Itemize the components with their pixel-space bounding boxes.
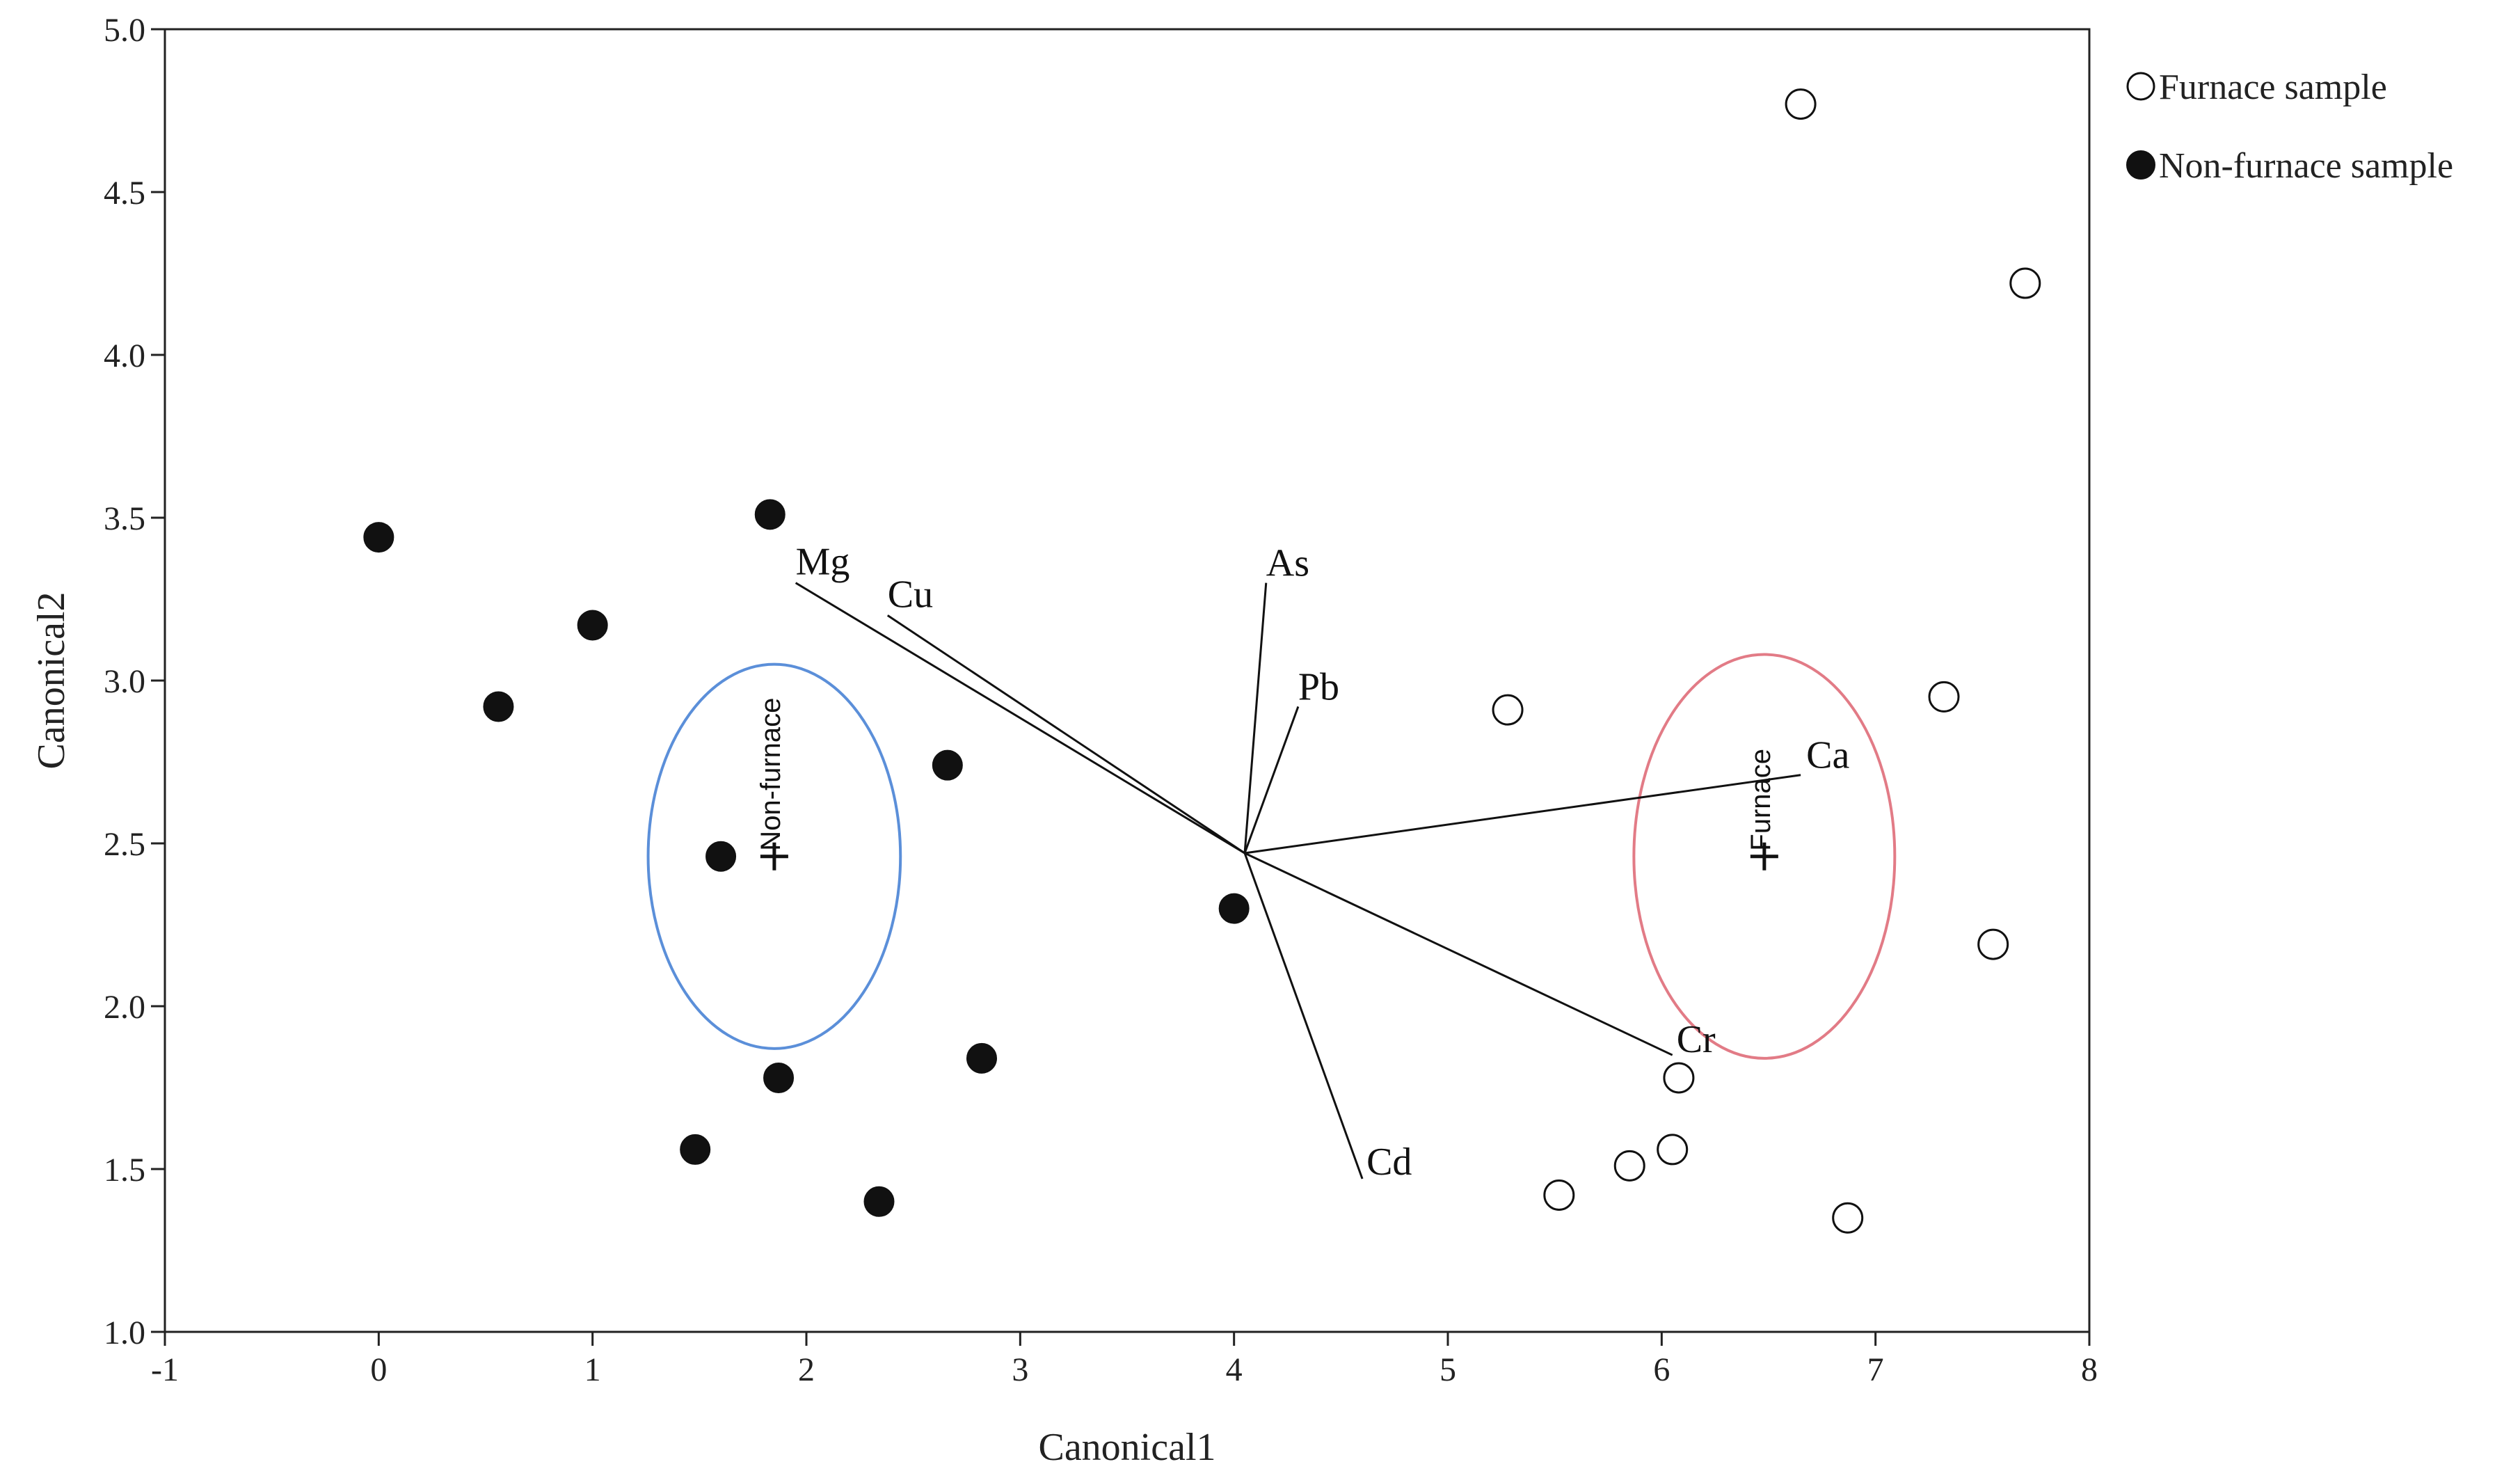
legend-label-non-furnace: Non-furnace sample [2159, 146, 2453, 186]
x-tick-label: 0 [370, 1351, 387, 1388]
y-tick-label: 1.0 [104, 1314, 145, 1351]
point-non-furnace [363, 522, 394, 553]
x-tick-label: -1 [151, 1351, 179, 1388]
point-furnace [1663, 1062, 1695, 1094]
vector-line [1244, 852, 1673, 1056]
point-furnace [1785, 88, 1817, 120]
point-non-furnace [863, 1186, 895, 1217]
y-tick-label: 4.5 [104, 175, 145, 212]
legend: Furnace sample Non-furnace sample [2126, 67, 2453, 186]
vector-label: As [1266, 542, 1309, 585]
y-axis: 1.0 1.5 2.0 2.5 3.0 3.5 4.0 4.5 5.0 [104, 12, 165, 1351]
plot-area [164, 28, 2091, 1333]
vector-label: Cd [1366, 1141, 1412, 1184]
vector-label: Ca [1806, 734, 1849, 777]
biplot-vectors: Mg Cu As Pb Ca Cr Cd [795, 541, 1849, 1184]
group-ellipse [646, 662, 902, 1050]
point-non-furnace [966, 1042, 998, 1074]
point-furnace [1657, 1134, 1689, 1166]
group-ellipses [646, 653, 1897, 1060]
x-tick-label: 5 [1440, 1351, 1456, 1388]
point-furnace [1492, 694, 1524, 726]
point-non-furnace [577, 610, 608, 641]
point-non-furnace [754, 499, 785, 530]
y-axis-title: Canonical2 [30, 591, 73, 769]
group-label: Furnace [1746, 749, 1776, 851]
point-non-furnace [763, 1062, 795, 1093]
x-axis-title: Canonical1 [1038, 1426, 1215, 1469]
legend-label-furnace: Furnace sample [2159, 67, 2387, 107]
group-label: Non-furnace [756, 698, 786, 851]
x-axis: -1 0 1 2 3 4 5 6 7 8 [151, 1332, 2098, 1388]
x-tick-label: 6 [1653, 1351, 1670, 1388]
point-non-furnace [705, 841, 737, 872]
y-tick-label: 2.5 [104, 826, 145, 863]
y-tick-label: 5.0 [104, 12, 145, 49]
point-non-furnace [932, 749, 963, 781]
point-furnace [1977, 928, 2009, 960]
x-tick-label: 3 [1012, 1351, 1028, 1388]
point-furnace [1543, 1179, 1575, 1211]
point-furnace [1613, 1150, 1645, 1182]
x-tick-label: 8 [2081, 1351, 2098, 1388]
plot-frame [164, 28, 2091, 1333]
y-tick-label: 3.5 [104, 500, 145, 537]
point-non-furnace [1218, 893, 1250, 924]
vector-line [1243, 706, 1300, 854]
vector-label: Pb [1298, 665, 1339, 708]
legend-item-non-furnace: Non-furnace sample [2126, 146, 2453, 186]
group-ellipse [1632, 653, 1897, 1060]
legend-item-furnace: Furnace sample [2126, 67, 2387, 107]
point-furnace [2009, 267, 2041, 299]
group-centroids: Non-furnace Furnace [756, 698, 1778, 871]
vector-line [1243, 852, 1364, 1179]
vector-line [1243, 582, 1268, 854]
vector-line [1244, 774, 1801, 855]
point-furnace [1928, 681, 1960, 713]
x-tick-label: 1 [584, 1351, 601, 1388]
vector-label: Mg [796, 541, 850, 584]
vector-line [795, 582, 1245, 855]
point-furnace [1832, 1202, 1864, 1234]
filled-circle-icon [2126, 150, 2155, 180]
vector-line [886, 614, 1245, 855]
open-circle-icon [2126, 72, 2155, 101]
y-tick-label: 4.0 [104, 337, 145, 374]
point-non-furnace [483, 691, 514, 722]
x-tick-label: 2 [798, 1351, 815, 1388]
x-tick-label: 4 [1226, 1351, 1243, 1388]
y-tick-label: 2.0 [104, 989, 145, 1026]
vector-label: Cu [888, 573, 933, 616]
x-tick-label: 7 [1867, 1351, 1884, 1388]
y-tick-label: 3.0 [104, 663, 145, 700]
point-non-furnace [680, 1134, 711, 1165]
data-points [363, 88, 2041, 1234]
y-tick-label: 1.5 [104, 1152, 145, 1189]
vector-label: Cr [1677, 1018, 1716, 1061]
